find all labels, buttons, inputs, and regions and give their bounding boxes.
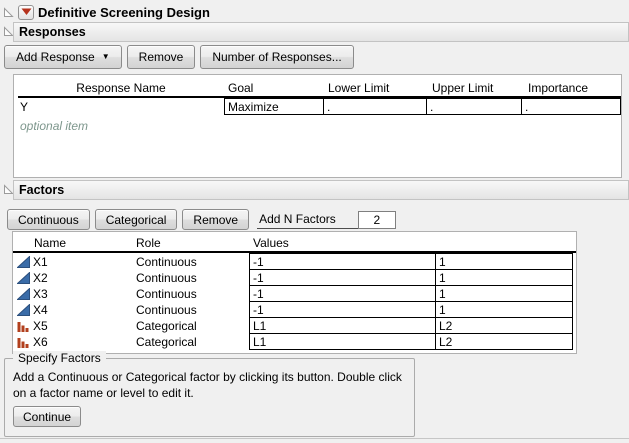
responses-section-header[interactable]: Responses — [13, 22, 629, 42]
factor-role: Categorical — [136, 334, 197, 349]
factor-value-low-cell[interactable]: L1 — [249, 333, 436, 350]
responses-panel: Response Name Goal Lower Limit Upper Lim… — [13, 74, 622, 178]
factor-name-cell[interactable]: X6 — [13, 333, 136, 350]
number-of-responses-label: Number of Responses... — [212, 50, 342, 64]
factor-row: X4 Continuous -1 1 — [13, 301, 576, 318]
factor-value-high-cell[interactable]: 1 — [435, 253, 573, 270]
factor-value-low-cell[interactable]: L1 — [249, 317, 436, 334]
outline-header: Definitive Screening Design — [3, 3, 210, 21]
factor-value-high-cell[interactable]: L2 — [435, 317, 573, 334]
disclosure-open-icon[interactable] — [3, 6, 14, 18]
responses-table-header: Response Name Goal Lower Limit Upper Lim… — [18, 80, 621, 98]
factor-row: X2 Continuous -1 1 — [13, 269, 576, 286]
continue-label: Continue — [23, 409, 72, 424]
factor-name-cell[interactable]: X1 — [13, 253, 136, 270]
specify-factors-group: Specify Factors Add a Continuous or Cate… — [4, 351, 415, 437]
specify-factors-legend: Specify Factors — [13, 351, 106, 365]
response-lower-limit-cell[interactable]: . — [323, 98, 427, 115]
remove-response-button[interactable]: Remove — [126, 45, 196, 69]
factors-disclosure-icon[interactable] — [3, 184, 14, 195]
add-response-button[interactable]: Add Response ▼ — [4, 45, 122, 69]
factors-table-header: Name Role Values — [13, 234, 576, 253]
responses-toolbar: Add Response ▼ Remove Number of Response… — [4, 45, 359, 69]
factor-name: X1 — [33, 254, 48, 269]
continuous-button[interactable]: Continuous — [7, 209, 90, 230]
categorical-factor-icon — [17, 320, 30, 332]
factor-value-high-cell[interactable]: 1 — [435, 269, 573, 286]
factor-name-cell[interactable]: X2 — [13, 269, 136, 286]
continuous-factor-icon — [17, 271, 30, 284]
factor-value-high-cell[interactable]: L2 — [435, 333, 573, 350]
factors-section-header[interactable]: Factors — [13, 180, 629, 200]
factor-row: X6 Categorical L1 L2 — [13, 333, 576, 350]
col-values: Values — [253, 235, 289, 250]
continuous-factor-icon — [17, 287, 30, 300]
remove-response-label: Remove — [138, 50, 184, 64]
response-upper-limit-cell[interactable]: . — [426, 98, 522, 115]
factor-value-low-cell[interactable]: -1 — [249, 285, 436, 302]
factor-value-high-cell[interactable]: 1 — [435, 301, 573, 318]
factor-row: X1 Continuous -1 1 — [13, 253, 576, 270]
factors-section-title: Factors — [19, 183, 65, 197]
remove-factor-button[interactable]: Remove — [182, 209, 250, 230]
continue-button[interactable]: Continue — [13, 406, 82, 427]
responses-disclosure-icon[interactable] — [3, 26, 14, 37]
factor-name: X6 — [33, 334, 48, 349]
factors-toolbar: Continuous Categorical Remove Add N Fact… — [7, 209, 396, 230]
factors-panel: Name Role Values X1 Continuous -1 1 X2 C… — [12, 231, 577, 354]
response-goal-cell[interactable]: Maximize — [224, 98, 324, 115]
continuous-factor-icon — [17, 303, 30, 316]
number-of-responses-button[interactable]: Number of Responses... — [200, 45, 354, 69]
add-response-label: Add Response — [16, 50, 95, 64]
col-goal: Goal — [228, 81, 254, 95]
factor-role: Continuous — [136, 254, 197, 269]
col-name: Name — [34, 235, 67, 250]
response-row: Y Maximize . . . — [18, 98, 621, 115]
factor-role: Continuous — [136, 286, 197, 301]
factor-row: X5 Categorical L1 L2 — [13, 317, 576, 334]
col-importance: Importance — [528, 81, 589, 95]
factor-name: X5 — [33, 318, 48, 333]
response-importance-cell[interactable]: . — [521, 98, 621, 115]
response-name-cell[interactable]: Y — [20, 99, 29, 114]
col-role: Role — [136, 235, 161, 250]
add-n-factors-label: Add N Factors — [257, 210, 358, 229]
continuous-factor-icon — [17, 255, 30, 268]
factor-value-low-cell[interactable]: -1 — [249, 301, 436, 318]
factors-table-body: X1 Continuous -1 1 X2 Continuous -1 1 X3… — [13, 253, 576, 350]
responses-section-title: Responses — [19, 25, 86, 39]
optional-item-placeholder[interactable]: optional item — [20, 119, 89, 133]
factor-name: X4 — [33, 302, 48, 317]
factor-name-cell[interactable]: X4 — [13, 301, 136, 318]
factor-role: Continuous — [136, 302, 197, 317]
categorical-button[interactable]: Categorical — [94, 209, 178, 230]
col-lower-limit: Lower Limit — [328, 81, 390, 95]
bottom-section-divider — [0, 438, 629, 439]
page-title: Definitive Screening Design — [38, 4, 210, 20]
factor-value-low-cell[interactable]: -1 — [249, 253, 436, 270]
dropdown-caret-icon: ▼ — [101, 52, 110, 61]
add-n-factors-input[interactable] — [357, 210, 396, 229]
specify-factors-instructions: Add a Continuous or Categorical factor b… — [13, 370, 402, 400]
categorical-factor-icon — [17, 336, 30, 348]
factor-role: Continuous — [136, 270, 197, 285]
factor-name-cell[interactable]: X5 — [13, 317, 136, 334]
red-triangle-menu-button[interactable] — [18, 4, 34, 20]
red-triangle-icon — [21, 8, 31, 15]
continuous-label: Continuous — [18, 212, 79, 227]
factor-role: Categorical — [136, 318, 197, 333]
remove-factor-label: Remove — [193, 212, 239, 227]
col-upper-limit: Upper Limit — [432, 81, 494, 95]
categorical-label: Categorical — [105, 212, 167, 227]
factor-value-low-cell[interactable]: -1 — [249, 269, 436, 286]
col-response-name: Response Name — [76, 81, 166, 95]
factor-name: X2 — [33, 270, 48, 285]
factor-name-cell[interactable]: X3 — [13, 285, 136, 302]
factor-value-high-cell[interactable]: 1 — [435, 285, 573, 302]
factor-row: X3 Continuous -1 1 — [13, 285, 576, 302]
factor-name: X3 — [33, 286, 48, 301]
